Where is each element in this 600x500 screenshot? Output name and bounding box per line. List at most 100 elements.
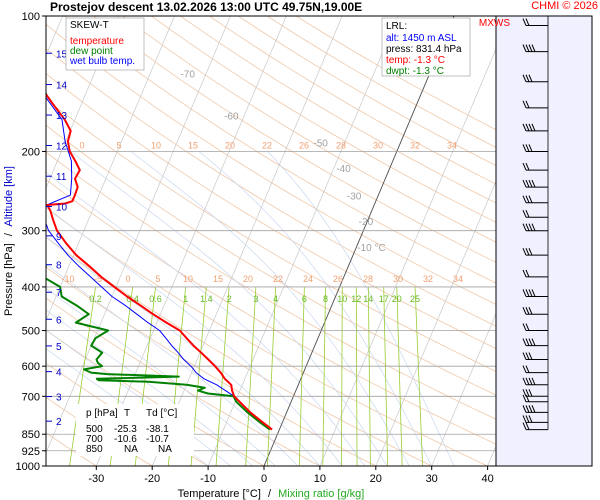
dry-adiabat-label: -50 bbox=[313, 139, 328, 150]
table-cell: -38.1 bbox=[146, 424, 169, 435]
wind-barb-flag bbox=[525, 247, 530, 256]
altitude-tick-label: 6 bbox=[56, 315, 62, 326]
dry-adiabat-line bbox=[46, 23, 496, 305]
wind-barb-flag bbox=[525, 289, 530, 297]
wind-barb-flag bbox=[522, 223, 527, 231]
x-tick-label: -20 bbox=[144, 473, 160, 485]
wind-barb-flag bbox=[522, 365, 527, 373]
saturation-label: 5 bbox=[155, 274, 160, 284]
x-axis-label: Temperature [°C] / Mixing ratio [g/kg] bbox=[178, 488, 365, 500]
dry-adiabat-line bbox=[46, 48, 496, 327]
wind-barb-flag bbox=[528, 389, 533, 397]
x-tick-label: 40 bbox=[481, 473, 493, 485]
wind-barb-flag bbox=[525, 307, 530, 315]
x-tick-label: 20 bbox=[370, 473, 382, 485]
wind-barb-flag bbox=[522, 389, 527, 397]
y-tick-label: 850 bbox=[22, 429, 40, 441]
dry-adiabat-label: -20 bbox=[359, 217, 374, 228]
isotherm-line bbox=[95, 16, 287, 466]
mxws-label: MXWS bbox=[479, 18, 510, 29]
saturation-label: 20 bbox=[243, 274, 253, 284]
wind-barb-flag bbox=[522, 179, 527, 188]
mixing-ratio-line bbox=[267, 286, 277, 466]
wind-barb-flag bbox=[528, 195, 533, 203]
lrl-temp: temp: -1.3 °C bbox=[386, 55, 445, 66]
mixing-ratio-label: 0.6 bbox=[149, 294, 162, 304]
isotherm-line bbox=[319, 48, 496, 466]
wind-barb-flag bbox=[528, 352, 533, 360]
saturation-label: 26 bbox=[299, 141, 309, 151]
x-tick-label: 0 bbox=[261, 473, 267, 485]
wind-barb-flag bbox=[525, 74, 530, 82]
wind-barb-flag bbox=[525, 389, 530, 397]
table-header-t: T bbox=[124, 408, 130, 419]
wind-barb-flag bbox=[522, 323, 527, 331]
mixing-ratio-line bbox=[367, 286, 371, 466]
wind-barb-flag bbox=[522, 195, 527, 203]
wind-barb-flag bbox=[522, 100, 527, 109]
x-axis-separator: / bbox=[268, 488, 272, 500]
mixing-ratio-line bbox=[383, 286, 388, 466]
mixing-ratio-label: 1 bbox=[183, 294, 188, 304]
wind-barb-flag bbox=[522, 74, 527, 82]
mixing-ratio-label: 0.2 bbox=[89, 294, 102, 304]
dry-adiabat-line bbox=[46, 73, 496, 349]
saturation-label: 30 bbox=[393, 274, 403, 284]
lrl-title: LRL: bbox=[386, 21, 407, 32]
saturation-label: 30 bbox=[373, 141, 383, 151]
plot-background bbox=[46, 16, 496, 466]
x-tick-label: -30 bbox=[88, 473, 104, 485]
altitude-tick-label: 4 bbox=[56, 368, 62, 379]
y-tick-label: 400 bbox=[22, 282, 40, 294]
wind-barb-flag bbox=[522, 210, 527, 218]
wind-panel bbox=[496, 16, 592, 466]
saturation-label: 15 bbox=[188, 141, 198, 151]
mixing-ratio-line bbox=[322, 286, 326, 466]
wind-barb-flag bbox=[528, 179, 533, 188]
wind-barb-flag bbox=[522, 307, 527, 315]
wind-barb-flag bbox=[522, 269, 527, 278]
wind-panel-frame bbox=[495, 15, 593, 467]
lrl-box: LRL: alt: 1450 m ASL press: 831.4 hPa te… bbox=[381, 17, 471, 77]
lrl-dwpt: dwpt: -1.3 °C bbox=[386, 66, 444, 77]
isotherm-line bbox=[207, 16, 399, 466]
mixing-ratio-label: 12 bbox=[351, 294, 361, 304]
legend-entry-wet-bulb: wet bulb temp. bbox=[69, 56, 135, 67]
saturation-label: -10 bbox=[61, 274, 74, 284]
altitude-tick-label: 3 bbox=[56, 393, 62, 404]
copyright-label: CHMI © 2026 bbox=[531, 0, 598, 12]
wind-barb-flag bbox=[528, 44, 533, 52]
wind-barb-flag bbox=[522, 247, 527, 256]
saturation-label: 0 bbox=[125, 274, 130, 284]
wind-barb-flag bbox=[531, 223, 536, 231]
wind-barb-flag bbox=[525, 405, 530, 413]
isotherm-line bbox=[46, 16, 231, 454]
x-tick-label: -10 bbox=[200, 473, 216, 485]
dry-adiabat-line bbox=[46, 98, 496, 372]
wind-barb-flag bbox=[525, 415, 530, 423]
y-axis-pressure-label: Pressure [hPa] bbox=[3, 243, 15, 316]
mixing-ratio-line bbox=[396, 286, 403, 466]
x-tick-label: 10 bbox=[314, 473, 326, 485]
dry-adiabat-line bbox=[64, 16, 496, 284]
y-axis-separator: / bbox=[3, 232, 15, 236]
wind-barb-flag bbox=[525, 210, 530, 218]
table-cell: NA bbox=[158, 444, 172, 455]
chart-title: Prostejov descent 13.02.2026 13:00 UTC 4… bbox=[50, 0, 363, 14]
y-tick-label: 1000 bbox=[16, 461, 40, 473]
dry-adiabat-line bbox=[46, 124, 496, 396]
title-bar: Prostejov descent 13.02.2026 13:00 UTC 4… bbox=[0, 0, 600, 14]
wind-barb-flag bbox=[528, 74, 533, 82]
saturation-label: 22 bbox=[262, 141, 272, 151]
wind-barb-flag bbox=[522, 338, 527, 346]
altitude-tick-label: 10 bbox=[56, 203, 68, 214]
wind-barb-flag bbox=[525, 44, 530, 52]
isotherm-line bbox=[46, 16, 119, 189]
wind-barb-flag bbox=[528, 144, 533, 152]
legend-entry-dew-point: dew point bbox=[70, 46, 113, 57]
mixing-ratio-line bbox=[245, 286, 257, 466]
y-axis-label: Pressure [hPa] / Altitude [km] bbox=[3, 166, 15, 316]
saturation-label: 10 bbox=[183, 274, 193, 284]
diagram-label: SKEW-T bbox=[70, 20, 109, 31]
